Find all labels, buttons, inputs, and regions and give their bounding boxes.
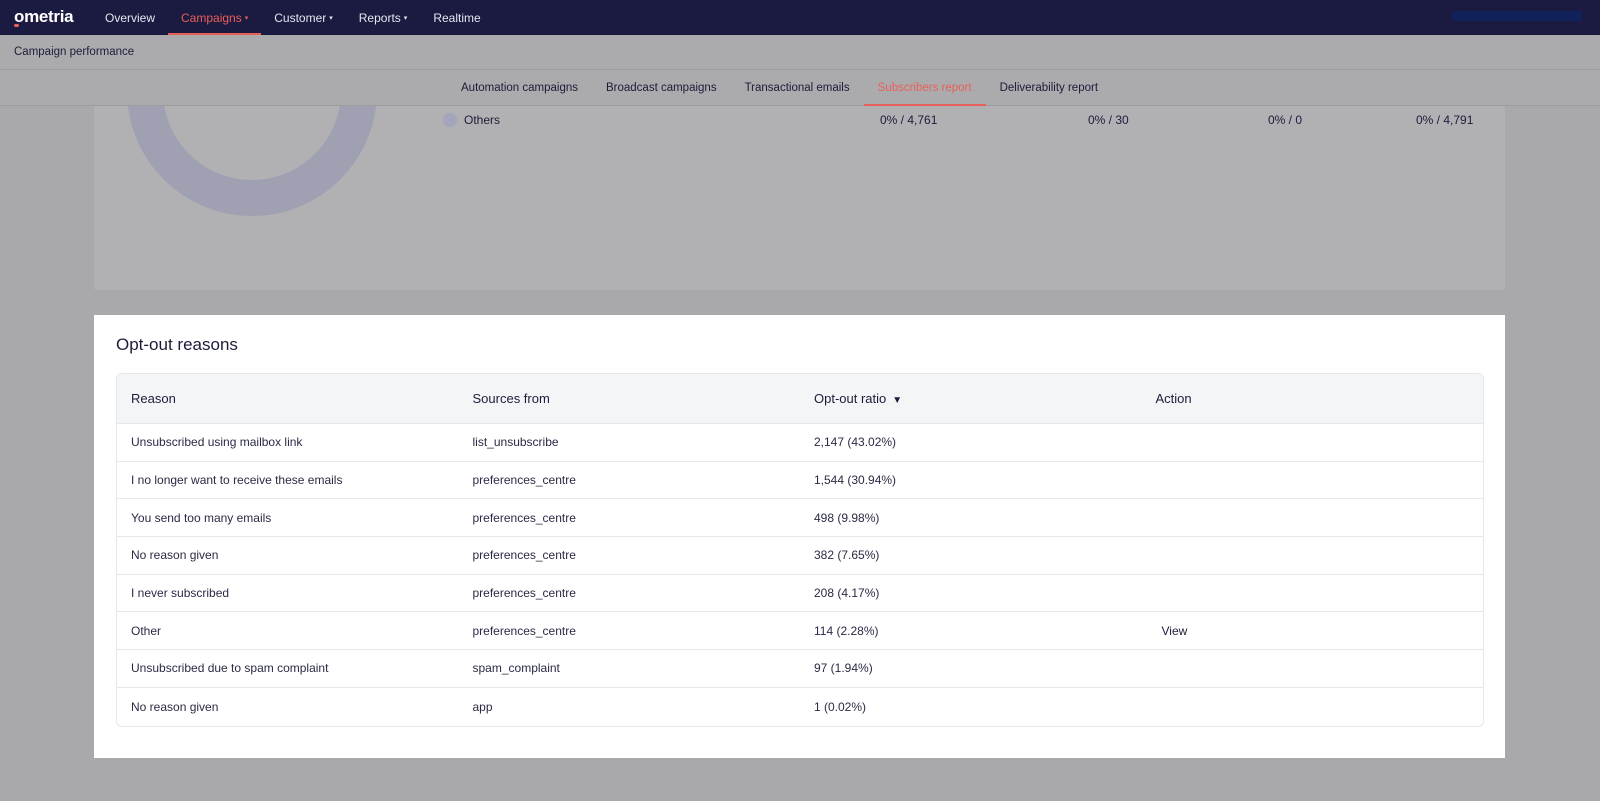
breakdown-value: 0% / 30 [1088,113,1129,127]
page-subheader: Campaign performance [0,35,1600,70]
tab-broadcast-campaigns[interactable]: Broadcast campaigns [605,82,717,94]
cell-ratio: 208 (4.17%) [814,586,880,601]
nav-item-label: Campaigns [181,10,242,25]
nav-item-customer[interactable]: Customer ▾ [261,0,346,35]
cell-reason: No reason given [131,548,219,563]
logo-accent-mark [14,24,19,27]
view-other-reasons-button[interactable]: View [1161,623,1188,638]
column-header-action: Action [1155,391,1192,406]
cell-reason: Other [131,623,162,638]
table-row: Unsubscribed due to spam complaint spam_… [117,650,1483,688]
tab-subscribers-report[interactable]: Subscribers report [863,70,986,106]
table-row: Unsubscribed using mailbox link list_uns… [117,424,1483,462]
table-row: I never subscribed preferences_centre 20… [117,575,1483,613]
cell-reason: Unsubscribed using mailbox link [131,435,303,450]
breakdown-value: 0% / 4,761 [880,113,938,127]
cell-reason: I never subscribed [131,586,230,601]
cell-action: View [1142,624,1484,638]
nav-item-reports[interactable]: Reports ▾ [346,0,421,35]
page-title: Campaign performance [14,46,135,58]
column-header-sources: Sources from [472,391,550,406]
nav-item-overview[interactable]: Overview [92,0,168,35]
cell-reason: No reason given [131,699,219,714]
cell-reason: I no longer want to receive these emails [131,473,343,488]
cell-ratio: 2,147 (43.02%) [814,435,897,450]
cell-ratio: 114 (2.28%) [814,623,879,638]
cell-source: preferences_centre [472,586,576,601]
table-header: Reason Sources from Opt-out ratio ▼ Actio… [117,374,1483,424]
cell-ratio: 97 (1.94%) [814,661,873,676]
account-menu-button[interactable] [1452,11,1582,21]
chevron-down-icon: ▾ [329,14,333,22]
breakdown-value: 0% / 0 [1268,113,1303,127]
breakdown-value: 0% / 4,791 [1416,113,1474,127]
cell-ratio: 498 (9.98%) [814,510,880,525]
cell-source: app [472,699,493,714]
ometria-logo[interactable]: ometria [14,7,74,26]
column-header-ratio[interactable]: Opt-out ratio ▼ [800,391,1142,406]
cell-ratio: 1,544 (30.94%) [814,473,897,488]
optout-reasons-card: Opt-out reasons Reason Sources from Opt-… [94,315,1505,758]
table-row: You send too many emails preferences_cen… [117,499,1483,538]
column-header-ratio-label: Opt-out ratio [814,391,887,406]
nav-item-realtime[interactable]: Realtime [420,0,493,35]
column-header-reason: Reason [131,391,176,406]
cell-source: preferences_centre [472,548,576,563]
table-row: No reason given app 1 (0.02%) [117,688,1483,726]
main-nav: Overview Campaigns ▾ Customer ▾ Reports … [92,0,494,35]
legend-swatch [443,113,457,127]
nav-item-label: Customer [274,10,327,25]
tab-automation-campaigns[interactable]: Automation campaigns [461,82,578,94]
tab-deliverability-report[interactable]: Deliverability report [999,82,1099,94]
cell-ratio: 1 (0.02%) [814,699,867,714]
report-tabs-bar: Automation campaigns Broadcast campaigns… [0,70,1600,106]
table-row: I no longer want to receive these emails… [117,462,1483,500]
cell-source: spam_complaint [472,661,560,676]
chevron-down-icon: ▾ [403,14,408,22]
nav-item-label: Realtime [433,10,481,25]
table-row: Other preferences_centre 114 (2.28%) Vie… [117,612,1484,651]
donut-chart [127,106,377,216]
cell-reason: Unsubscribed due to spam complaint [131,661,329,676]
cell-ratio: 382 (7.65%) [814,548,880,563]
report-tabs: Automation campaigns Broadcast campaigns… [447,70,1112,106]
optout-reasons-title: Opt-out reasons [116,335,238,354]
cell-source: preferences_centre [472,510,576,525]
cell-source: list_unsubscribe [472,435,559,450]
nav-item-label: Reports [358,10,401,25]
table-row: No reason given preferences_centre 382 (… [117,537,1483,575]
cell-source: preferences_centre [472,623,576,638]
cell-source: preferences_centre [472,473,576,488]
nav-item-label: Overview [105,10,156,25]
chevron-down-icon: ▾ [244,14,249,22]
subscribers-breakdown-card: Others 0% / 4,761 0% / 30 0% / 0 0% / 4,… [94,106,1505,290]
nav-item-campaigns[interactable]: Campaigns ▾ [168,0,262,35]
cell-reason: You send too many emails [131,510,272,525]
legend-label-others: Others [464,113,501,127]
sort-descending-icon[interactable]: ▼ [892,395,903,406]
top-navigation-bar: ometria Overview Campaigns ▾ Customer ▾ … [0,0,1600,35]
optout-reasons-table: Reason Sources from Opt-out ratio ▼ Actio… [116,373,1484,727]
tab-transactional-emails[interactable]: Transactional emails [744,82,850,94]
